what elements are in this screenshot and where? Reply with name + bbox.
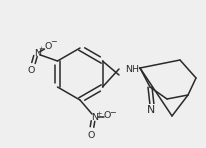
Text: −: − [50, 37, 57, 46]
Text: N: N [34, 49, 41, 58]
Text: −: − [109, 108, 115, 118]
Text: NH: NH [125, 65, 139, 74]
Text: O: O [45, 41, 52, 50]
Text: +: + [39, 46, 44, 52]
Text: N: N [147, 105, 155, 115]
Text: O: O [28, 66, 35, 74]
Text: O: O [103, 111, 111, 120]
Text: +: + [96, 111, 102, 117]
Text: O: O [87, 131, 95, 140]
Text: N: N [91, 114, 98, 123]
